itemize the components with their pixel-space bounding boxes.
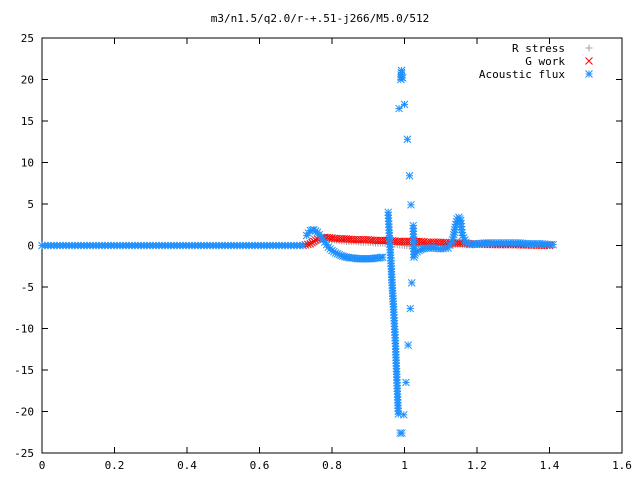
axis-ticks: 0 0.2 0.4 0.6 0.8 1 1.2 1.4 1.6 25 20 15 10 5 0 -5 -10 -1… — [14, 32, 632, 472]
y-tick-label: 0 — [27, 240, 34, 253]
x-tick-label: 0.4 — [177, 459, 197, 472]
series-acoustic-flux — [38, 66, 557, 437]
legend-label: Acoustic flux — [479, 68, 565, 81]
x-tick-label: 1 — [401, 459, 408, 472]
y-tick-label: -20 — [14, 406, 34, 419]
y-tick-label: -15 — [14, 364, 34, 377]
data-point — [395, 104, 403, 113]
data-point — [399, 410, 408, 419]
data-point — [397, 66, 406, 75]
y-tick-label: 5 — [27, 198, 34, 211]
legend-marker — [585, 57, 593, 65]
data-point — [405, 171, 414, 180]
data-point — [398, 429, 406, 437]
data-point — [378, 253, 387, 261]
y-tick-label: -5 — [21, 281, 34, 294]
x-tick-label: 0.6 — [250, 459, 270, 472]
data-marks — [38, 66, 557, 437]
y-tick-label: -10 — [14, 323, 34, 336]
y-tick-label: 10 — [21, 157, 34, 170]
data-point — [402, 378, 410, 387]
legend-label: G work — [525, 55, 565, 68]
legend-marker — [585, 44, 593, 52]
data-point — [549, 240, 557, 249]
y-tick-label: 25 — [21, 32, 34, 45]
data-point — [403, 135, 412, 144]
x-tick-label: 0 — [39, 459, 46, 472]
data-point — [407, 200, 415, 209]
data-point — [299, 241, 307, 250]
data-point — [400, 100, 409, 109]
data-point — [303, 240, 312, 249]
chart-title: m3/n1.5/q2.0/r-+.51-j266/M5.0/512 — [211, 12, 430, 25]
y-tick-label: 15 — [21, 115, 34, 128]
x-tick-label: 1.6 — [612, 459, 632, 472]
data-point — [398, 73, 407, 82]
legend-marker — [585, 70, 593, 78]
x-tick-label: 0.2 — [105, 459, 125, 472]
data-point — [407, 278, 416, 287]
x-tick-label: 1.2 — [467, 459, 487, 472]
x-tick-label: 0.8 — [322, 459, 342, 472]
data-point — [404, 341, 412, 349]
legend-label: R stress — [512, 42, 565, 55]
x-tick-label: 1.4 — [540, 459, 560, 472]
data-point — [406, 304, 415, 313]
data-point — [444, 244, 452, 252]
y-tick-label: 20 — [21, 74, 34, 87]
y-tick-label: -25 — [14, 447, 34, 460]
